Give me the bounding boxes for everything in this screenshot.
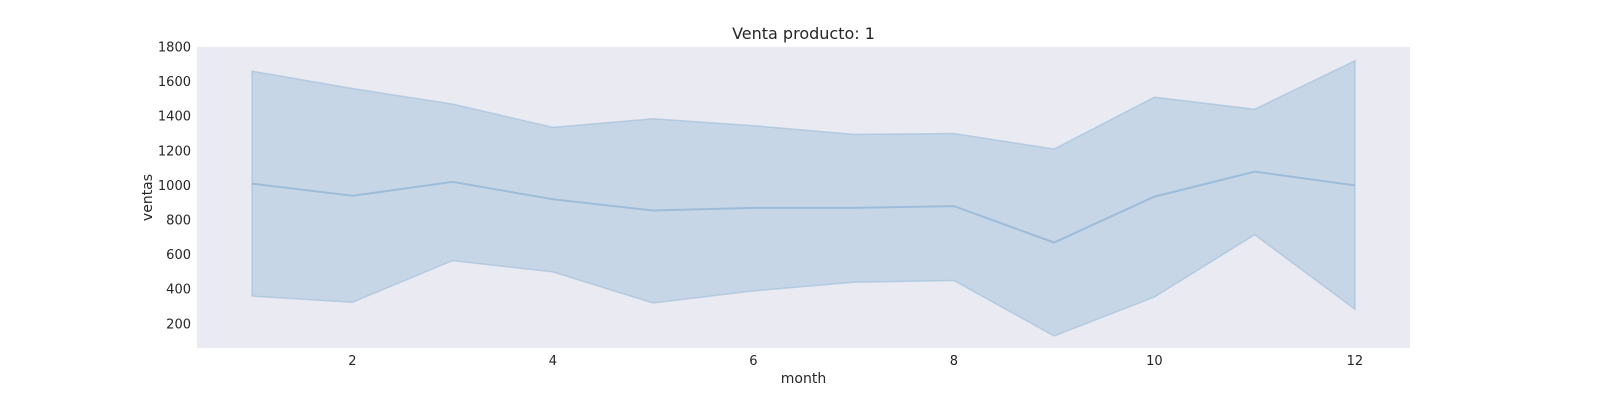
x-tick-label: 2 bbox=[348, 354, 356, 369]
x-axis-label: month bbox=[781, 371, 826, 387]
y-tick-label: 400 bbox=[166, 283, 191, 298]
x-tick-label: 12 bbox=[1347, 354, 1364, 369]
x-tick-label: 4 bbox=[549, 354, 557, 369]
y-axis-label: ventas bbox=[140, 174, 156, 221]
y-tick-label: 1000 bbox=[158, 179, 191, 194]
x-tick-label: 6 bbox=[749, 354, 757, 369]
y-tick-label: 1200 bbox=[158, 144, 191, 159]
confidence-band-layer bbox=[251, 59, 1356, 337]
chart-title: Venta producto: 1 bbox=[732, 24, 875, 43]
y-tick-label: 1800 bbox=[158, 41, 191, 56]
series-line-layer bbox=[251, 170, 1356, 244]
y-tick-label: 800 bbox=[166, 214, 191, 229]
x-tick-label: 8 bbox=[950, 354, 958, 369]
y-tick-label: 200 bbox=[166, 317, 191, 332]
y-tick-label: 600 bbox=[166, 248, 191, 263]
x-tick-label: 10 bbox=[1146, 354, 1163, 369]
y-tick-label: 1400 bbox=[158, 110, 191, 125]
confidence-band bbox=[251, 59, 1356, 337]
y-tick-label: 1600 bbox=[158, 75, 191, 90]
x-tick-labels: 2 4 6 8 10 12 bbox=[348, 354, 1363, 369]
y-tick-labels: 200 400 600 800 1000 1200 1400 1600 1800 bbox=[158, 41, 191, 333]
series-line bbox=[251, 170, 1356, 244]
